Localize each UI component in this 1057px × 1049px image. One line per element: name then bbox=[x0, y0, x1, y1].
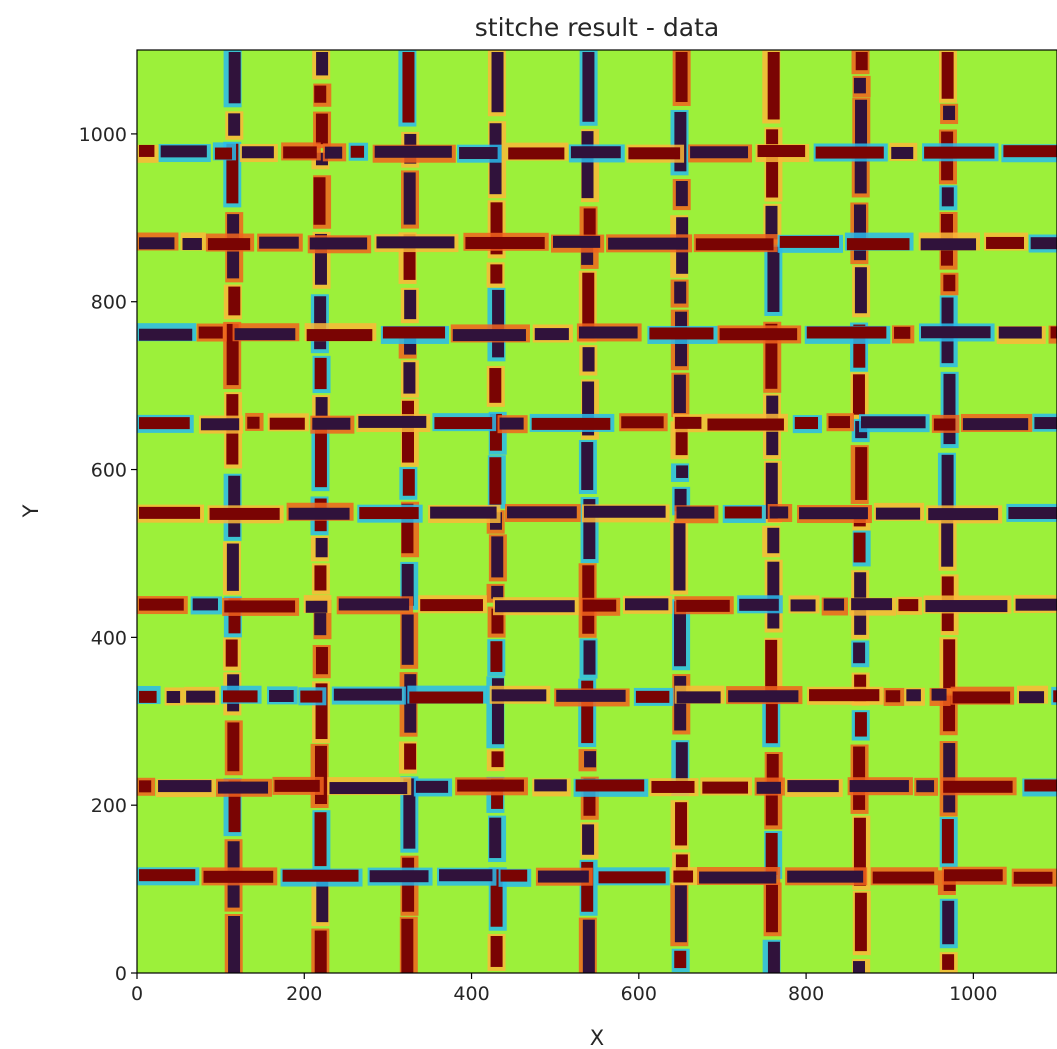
x-tick-label: 600 bbox=[621, 983, 657, 1005]
horizontal-seam bbox=[137, 594, 1057, 616]
x-tick-label: 400 bbox=[453, 983, 489, 1005]
y-tick: 800 bbox=[91, 292, 137, 314]
y-tick: 600 bbox=[91, 460, 137, 482]
chart-title: stitche result - data bbox=[475, 13, 719, 42]
horizontal-seam bbox=[137, 232, 1057, 254]
horizontal-seam bbox=[137, 685, 1057, 707]
y-axis-label: Y bbox=[19, 504, 43, 518]
y-tick-label: 1000 bbox=[79, 124, 127, 146]
vertical-seam bbox=[762, 50, 783, 973]
horizontal-seam bbox=[137, 776, 1057, 798]
y-axis-ticks: 0 200 400 600 800 1000 bbox=[79, 124, 137, 985]
x-axis-label: X bbox=[590, 1026, 604, 1049]
horizontal-seam bbox=[137, 502, 1057, 524]
plot-frame bbox=[136, 49, 1057, 974]
x-axis-ticks: 0 200 400 600 800 1000 bbox=[131, 973, 998, 1005]
x-tick: 800 bbox=[788, 973, 824, 1005]
x-tick: 0 bbox=[131, 973, 143, 1005]
y-tick-label: 400 bbox=[91, 627, 127, 649]
heatmap-seams bbox=[137, 50, 1057, 973]
x-tick-label: 0 bbox=[131, 983, 143, 1005]
y-tick: 400 bbox=[91, 627, 137, 649]
y-tick: 0 bbox=[115, 963, 137, 985]
y-tick-label: 600 bbox=[91, 460, 127, 482]
y-tick-label: 200 bbox=[91, 795, 127, 817]
y-tick: 200 bbox=[91, 795, 137, 817]
vertical-seam bbox=[578, 50, 600, 973]
vertical-seam bbox=[850, 50, 871, 973]
x-tick: 600 bbox=[621, 973, 657, 1005]
x-tick: 1000 bbox=[949, 973, 998, 1005]
horizontal-seam bbox=[137, 412, 1057, 434]
y-tick: 1000 bbox=[79, 124, 137, 146]
x-tick: 200 bbox=[286, 973, 322, 1005]
horizontal-seam bbox=[137, 866, 1057, 887]
vertical-seam bbox=[310, 50, 332, 973]
x-tick-label: 200 bbox=[286, 983, 322, 1005]
y-tick-label: 800 bbox=[91, 292, 127, 314]
plot-area bbox=[136, 49, 1057, 974]
y-tick-label: 0 bbox=[115, 963, 127, 985]
x-tick-label: 800 bbox=[788, 983, 824, 1005]
x-tick: 400 bbox=[453, 973, 490, 1005]
horizontal-seam bbox=[137, 323, 1057, 345]
horizontal-seam bbox=[137, 142, 1057, 163]
x-tick-label: 1000 bbox=[949, 983, 997, 1005]
